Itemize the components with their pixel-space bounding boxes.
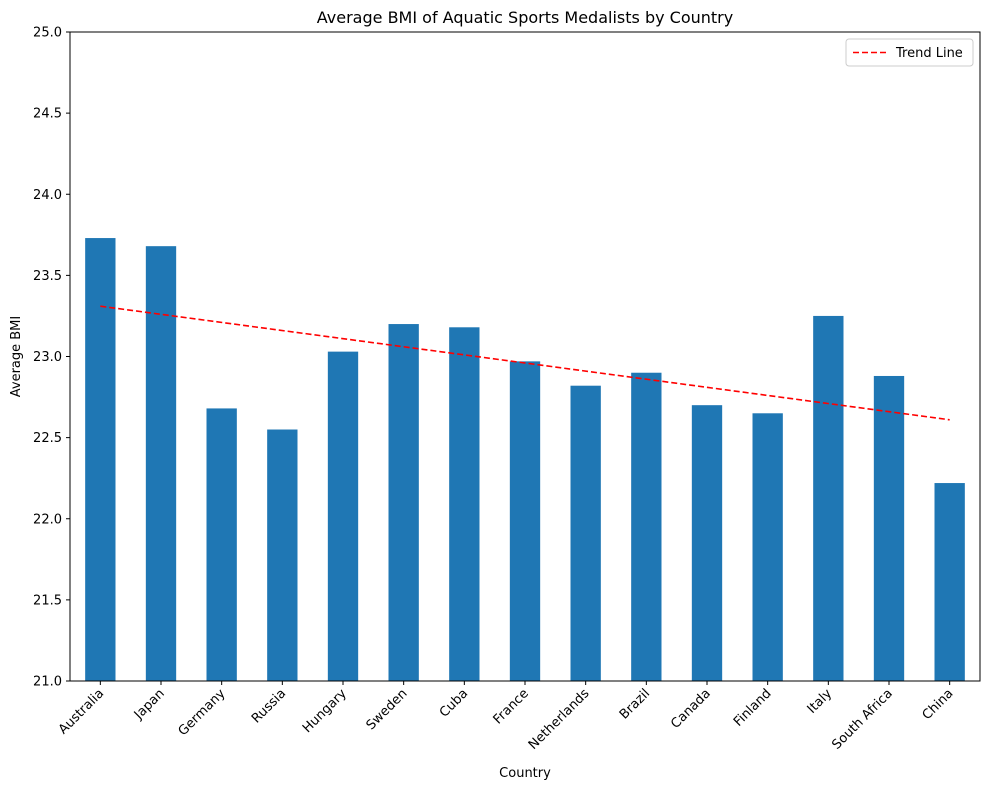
bars-group [85,238,965,682]
bar-netherlands [570,385,601,681]
x-tick-label: Brazil [617,686,653,722]
y-tick-label: 24.0 [33,188,62,203]
x-tick-label: Hungary [300,686,350,736]
bar-australia [85,238,116,681]
x-tick-label: Netherlands [526,686,593,753]
bar-finland [752,413,783,681]
y-tick-label: 22.5 [33,431,62,446]
y-tick-label: 21.0 [33,675,62,690]
y-axis-label: Average BMI [9,316,24,398]
trend-line-group [100,305,950,421]
x-tick-label: Finland [731,686,774,729]
bar-china [934,483,965,681]
x-tick-label: Cuba [437,686,471,720]
legend-label: Trend Line [895,46,963,61]
chart-title: Average BMI of Aquatic Sports Medalists … [317,8,733,27]
x-axis-label: Country [499,766,551,781]
y-tick-label: 23.0 [33,350,62,365]
bar-hungary [327,351,359,681]
x-tick-label: Canada [668,686,714,732]
y-tick-label: 23.5 [33,269,62,284]
x-tick-label: Australia [56,686,107,737]
legend-box [845,38,974,67]
y-tick-label: 25.0 [33,26,62,41]
y-tick-label: 22.0 [33,512,62,527]
y-tick-label: 24.5 [33,107,62,122]
x-tick-label: South Africa [829,686,895,752]
x-tick-label: Italy [805,686,836,717]
x-tick-label: France [491,686,532,727]
bar-cuba [449,327,480,681]
bar-sweden [388,324,419,681]
y-axis: 21.0 21.5 22.0 22.5 23.0 23.5 24.0 24.5 25.0 [33,26,70,690]
bar-japan [145,246,177,682]
trend-line [100,305,950,421]
x-tick-label: Russia [249,686,289,726]
bar-italy [813,315,844,681]
x-tick-label: Sweden [364,686,411,733]
x-tick-label: China [920,686,957,723]
y-tick-label: 21.5 [33,593,62,608]
legend: Trend Line [845,38,974,67]
x-tick-label: Germany [176,686,229,739]
x-axis: Australia Japan Germany Russia Hungary Sweden… [56,681,957,753]
bar-brazil [631,372,662,681]
bar-canada [691,405,723,681]
x-tick-label: Japan [131,686,168,723]
bar-south-africa [873,375,905,681]
bar-france [509,361,541,681]
bar-germany [206,408,237,681]
bar-russia [267,429,298,681]
